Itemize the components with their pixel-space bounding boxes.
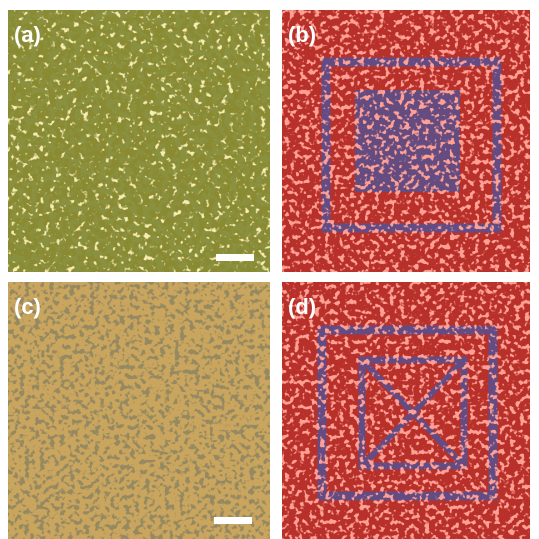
texture	[8, 10, 270, 272]
panel-b: (b)	[282, 10, 530, 272]
panel-label: (c)	[14, 294, 41, 319]
texture	[282, 10, 530, 272]
texture	[282, 282, 530, 539]
panel-label: (b)	[288, 22, 316, 47]
panel-c: (c)	[8, 282, 270, 539]
panel-label: (d)	[288, 294, 316, 319]
scale-bar	[214, 517, 252, 524]
panel-d: (d)	[282, 282, 530, 539]
panel-a: (a)	[8, 10, 270, 272]
scale-bar	[216, 254, 254, 261]
figure: (a) (b) (c) (d)	[0, 0, 539, 539]
texture	[8, 282, 270, 539]
panel-label: (a)	[14, 22, 41, 47]
